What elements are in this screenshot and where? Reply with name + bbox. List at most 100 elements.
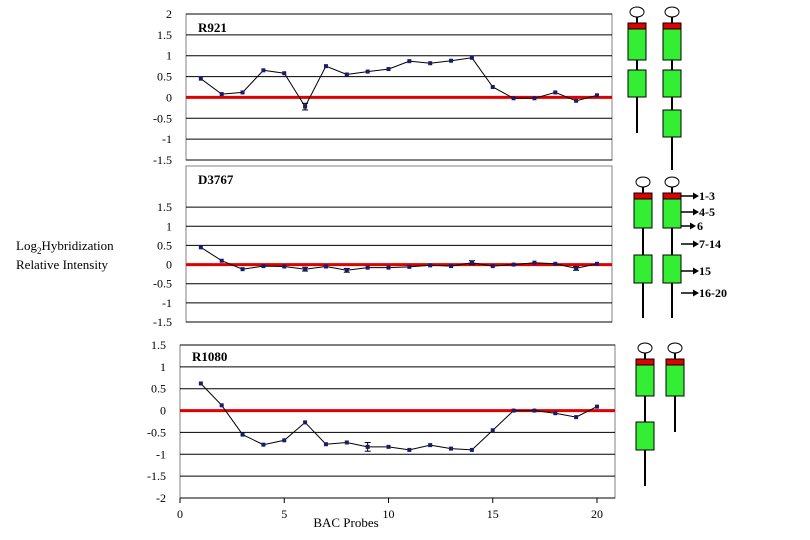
y-tick-label: 0.5 bbox=[157, 70, 172, 84]
region-arrow-head bbox=[693, 289, 699, 297]
y-axis-title-rest: Hybridization bbox=[41, 238, 114, 253]
y-axis-title: Log2Hybridization bbox=[16, 238, 114, 256]
data-point bbox=[511, 408, 516, 413]
data-point bbox=[261, 68, 266, 73]
data-point bbox=[490, 428, 495, 433]
data-point bbox=[386, 67, 391, 72]
chromosome-d3767-right bbox=[662, 176, 682, 318]
data-point bbox=[449, 58, 454, 63]
chromosome-r1080-right bbox=[665, 342, 685, 432]
plot-frame bbox=[185, 165, 613, 323]
data-point bbox=[198, 381, 203, 386]
chromosome-band bbox=[662, 192, 682, 200]
data-point bbox=[240, 90, 245, 95]
y-tick-label: -1.5 bbox=[153, 153, 172, 167]
y-axis-title-line2: Relative Intensity bbox=[16, 257, 109, 272]
data-point bbox=[386, 265, 391, 270]
data-point bbox=[323, 64, 328, 69]
data-point bbox=[323, 264, 328, 269]
region-arrow-head bbox=[693, 192, 699, 200]
chromosome-segment bbox=[662, 109, 682, 138]
chromosome-d3767-left bbox=[633, 176, 653, 318]
chromosome-segment bbox=[633, 254, 653, 284]
data-point bbox=[428, 61, 433, 66]
data-point bbox=[469, 447, 474, 452]
telomere-cap bbox=[667, 342, 683, 354]
x-tick-label: 20 bbox=[591, 507, 603, 521]
data-point bbox=[282, 71, 287, 76]
data-point bbox=[532, 260, 537, 265]
data-point bbox=[240, 267, 245, 272]
data-point bbox=[595, 404, 599, 409]
chromosome-band bbox=[635, 358, 655, 366]
data-point bbox=[574, 415, 579, 420]
data-point bbox=[198, 76, 203, 81]
region-label: 16-20 bbox=[699, 286, 727, 300]
data-point bbox=[261, 442, 266, 447]
data-point bbox=[532, 408, 537, 413]
y-tick-label: 1.5 bbox=[157, 200, 172, 214]
y-tick-label: 0.5 bbox=[157, 238, 172, 252]
telomere-cap bbox=[629, 6, 645, 18]
y-tick-label: -0.5 bbox=[153, 111, 172, 125]
telomere-cap bbox=[664, 6, 680, 18]
y-tick-label: -1.5 bbox=[147, 469, 166, 483]
data-point bbox=[303, 104, 308, 109]
region-arrow-head bbox=[693, 208, 699, 216]
region-label: 1-3 bbox=[699, 189, 715, 203]
data-point bbox=[344, 72, 349, 77]
y-tick-label: -1.5 bbox=[153, 315, 172, 329]
data-point bbox=[553, 261, 558, 266]
data-point bbox=[407, 264, 412, 269]
data-point bbox=[323, 442, 328, 447]
data-point bbox=[595, 93, 599, 98]
region-arrow-head bbox=[690, 222, 696, 230]
x-axis-title: BAC Probes bbox=[313, 515, 378, 530]
data-point bbox=[428, 443, 433, 448]
chromosome-segment bbox=[662, 254, 682, 284]
series-line bbox=[200, 246, 598, 271]
data-point bbox=[469, 55, 474, 60]
data-point bbox=[532, 96, 537, 101]
y-axis-title-subscript: 2 bbox=[37, 246, 42, 256]
y-tick-label: -0.5 bbox=[153, 277, 172, 291]
telomere-cap bbox=[637, 342, 653, 354]
data-point bbox=[386, 444, 391, 449]
data-point bbox=[595, 261, 599, 266]
data-point bbox=[469, 260, 474, 265]
chromosome-segment bbox=[662, 69, 682, 98]
series-line bbox=[200, 57, 598, 108]
data-point bbox=[303, 267, 308, 272]
y-tick-label: 0 bbox=[166, 258, 172, 272]
y-axis-title-log: Log bbox=[16, 238, 37, 253]
region-arrow-head bbox=[693, 267, 699, 275]
y-tick-label: 1 bbox=[166, 219, 172, 233]
chromosome-segment bbox=[627, 69, 647, 98]
data-point bbox=[553, 90, 558, 95]
chromosome-band bbox=[633, 192, 653, 200]
y-tick-label: 1 bbox=[166, 49, 172, 63]
data-point bbox=[407, 447, 412, 452]
data-point bbox=[365, 444, 370, 449]
data-point bbox=[511, 262, 516, 267]
data-point bbox=[240, 432, 245, 437]
x-tick-label: 15 bbox=[487, 507, 499, 521]
data-point bbox=[407, 59, 412, 64]
region-label: 15 bbox=[699, 264, 711, 278]
chromosome-band bbox=[665, 358, 685, 366]
data-point bbox=[428, 263, 433, 268]
panel-title: R1080 bbox=[192, 349, 227, 364]
data-point bbox=[365, 265, 370, 270]
region-label: 6 bbox=[697, 219, 703, 233]
chart-panel-r921: 2 1.5 1 0.5 0 -0.5 -1 -1.5 R921 bbox=[153, 7, 613, 167]
y-tick-label: 0 bbox=[166, 90, 172, 104]
chromosome-r1080-left bbox=[635, 342, 655, 486]
data-point bbox=[490, 85, 495, 89]
data-point bbox=[344, 268, 349, 273]
y-tick-label: -1 bbox=[162, 296, 172, 310]
data-point bbox=[574, 98, 579, 103]
plot-frame bbox=[179, 344, 616, 499]
y-tick-label: -0.5 bbox=[147, 425, 166, 439]
data-point bbox=[303, 420, 308, 425]
